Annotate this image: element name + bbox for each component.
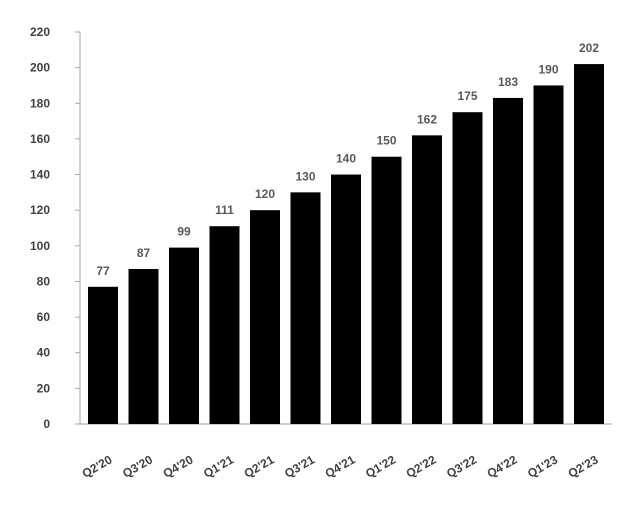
- bar: [250, 210, 280, 424]
- y-tick-label: 100: [30, 239, 50, 253]
- y-tick-label: 200: [30, 61, 50, 75]
- bars-group: [88, 64, 604, 425]
- y-tick-label: 80: [37, 274, 51, 288]
- data-label: 111: [215, 203, 234, 217]
- y-tick-label: 60: [37, 310, 51, 324]
- y-tick-label: 160: [30, 132, 50, 146]
- y-tick-label: 220: [30, 25, 50, 39]
- data-label: 130: [295, 169, 315, 183]
- data-label: 99: [177, 225, 191, 239]
- bar: [493, 97, 523, 424]
- x-axis: Q2'20 Q3'20 Q4'20 Q1'21 Q2'21 Q3'21 Q4'21 Q1'22…: [80, 423, 612, 481]
- bar: [533, 85, 564, 425]
- x-tick-label: Q3'22: [444, 452, 479, 480]
- data-label: 87: [137, 246, 151, 260]
- bar: [371, 156, 402, 424]
- x-tick-label: Q2'20: [80, 452, 115, 480]
- y-tick-label: 40: [37, 346, 51, 360]
- y-tick-label: 140: [30, 168, 50, 182]
- bar: [290, 192, 321, 424]
- x-tick-label: Q3'20: [120, 452, 155, 480]
- x-tick-label: Q2'22: [404, 452, 439, 480]
- y-tick-label: 180: [30, 96, 50, 110]
- bar: [452, 112, 483, 424]
- x-tick-label: Q4'20: [161, 452, 196, 480]
- y-tick-label: 0: [43, 417, 50, 431]
- data-label: 140: [336, 152, 356, 166]
- bar: [209, 226, 240, 424]
- data-label: 150: [376, 134, 396, 148]
- x-tick-label: Q4'21: [323, 452, 358, 480]
- bar: [88, 286, 118, 424]
- x-tick-label: Q4'22: [485, 452, 520, 480]
- data-label: 77: [96, 264, 110, 278]
- data-label: 162: [417, 112, 437, 126]
- bar: [574, 64, 604, 424]
- x-tick-label: Q2'23: [566, 452, 601, 480]
- bar: [412, 135, 442, 424]
- x-tick-label: Q1'21: [201, 452, 236, 480]
- data-labels-group: 77 87 99 111 120 130 140 150 162 175 183 190 202: [96, 41, 599, 278]
- x-tick-label: Q3'21: [282, 452, 317, 480]
- x-tick-label: Q1'23: [525, 452, 560, 480]
- y-tick-label: 20: [37, 381, 51, 395]
- y-axis: 0 20 40 60 80 100 120 140 160 180 200 220: [30, 25, 81, 431]
- data-label: 202: [579, 41, 599, 55]
- x-tick-label: Q1'22: [363, 452, 398, 480]
- data-label: 190: [538, 62, 558, 76]
- bar: [128, 268, 159, 424]
- data-label: 120: [255, 187, 275, 201]
- bar: [169, 247, 199, 424]
- data-label: 175: [457, 89, 477, 103]
- bar: [331, 174, 361, 424]
- y-tick-label: 120: [30, 203, 50, 217]
- data-label: 183: [498, 75, 518, 89]
- x-tick-label: Q2'21: [242, 452, 277, 480]
